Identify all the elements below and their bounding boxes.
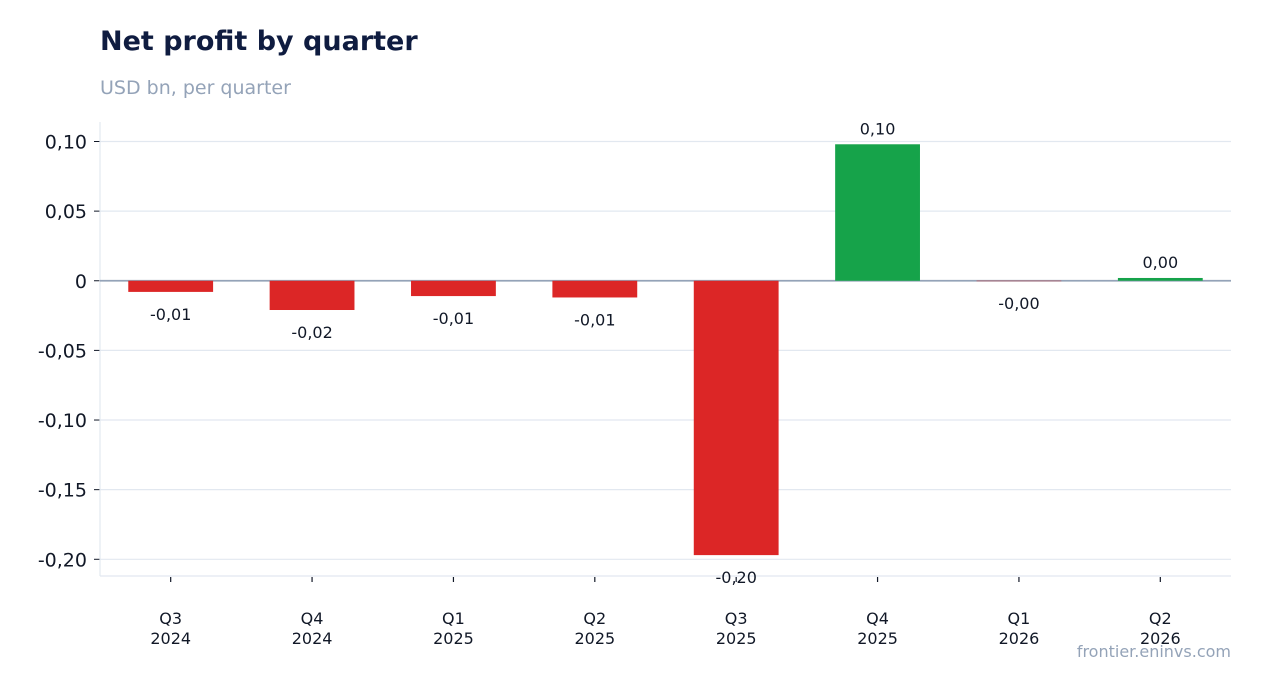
y-tick-label: 0,05 [45, 201, 87, 223]
bar-q3-2025 [693, 280, 779, 556]
y-tick-label: 0,10 [45, 131, 87, 153]
data-label: -0,20 [715, 568, 756, 587]
x-tick-label: Q2 2025 [574, 609, 615, 648]
grid-layer [100, 140, 1231, 560]
data-label: -0,01 [574, 310, 615, 329]
data-label: -0,01 [433, 309, 474, 328]
x-tick-label: Q1 2025 [433, 609, 474, 648]
x-tick-label: Q1 2026 [999, 609, 1040, 648]
y-tick-label: -0,05 [38, 340, 87, 362]
axis-layer: 0,10 0,05 0 -0,05 -0,10 -0,15 -0,20 Q3 2024 Q4 202… [38, 122, 1231, 648]
chart-subtitle: USD bn, per quarter [100, 77, 291, 99]
bar-q1-2025 [411, 280, 496, 297]
data-label: -0,01 [150, 305, 191, 324]
bar-q2-2026 [1117, 277, 1203, 281]
bar-q4-2025 [835, 144, 920, 281]
y-tick-label: -0,15 [38, 480, 87, 502]
x-tick-label: Q2 2026 [1140, 609, 1181, 648]
y-tick-label: -0,20 [38, 549, 87, 571]
data-label: -0,02 [291, 323, 332, 342]
y-tick-label: 0 [75, 271, 87, 293]
source-text: frontier.eninvs.com [1076, 642, 1231, 661]
data-label: 0,00 [1143, 253, 1179, 272]
x-tick-label: Q3 2025 [716, 609, 757, 648]
y-tick-label: -0,10 [38, 410, 87, 432]
data-label: -0,00 [998, 294, 1039, 313]
x-tick-label: Q4 2024 [292, 609, 333, 648]
x-tick-label: Q3 2024 [150, 609, 191, 648]
chart-title: Net profit by quarter [100, 26, 418, 57]
bar-layer [128, 144, 1203, 556]
bar-q3-2024 [128, 280, 214, 292]
data-label: 0,10 [860, 119, 896, 138]
x-tick-label: Q4 2025 [857, 609, 898, 648]
label-layer: -0,01 -0,02 -0,01 -0,01 -0,20 0,10 -0,00 0,00 [150, 119, 1178, 587]
bar-q2-2025 [552, 280, 638, 298]
bar-q4-2024 [269, 280, 355, 311]
